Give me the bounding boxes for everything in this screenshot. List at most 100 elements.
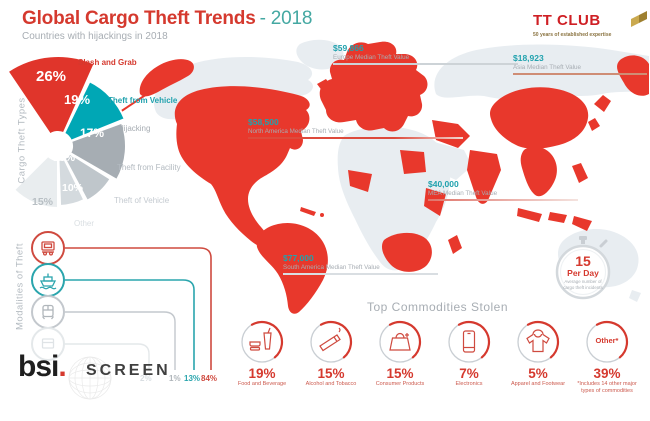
map-red-far-east: [617, 55, 649, 96]
theft-of-vehicle-pct: 10%: [62, 182, 84, 194]
ship-modality-ring: [31, 263, 65, 297]
year-label: - 2018: [259, 8, 313, 29]
slash-and-grab-pct: 26%: [36, 68, 67, 85]
rail-pct: 1%: [169, 374, 181, 383]
map-red-middle-east: [432, 120, 470, 148]
map-red-uk: [317, 79, 331, 92]
tt-club-tagline: 50 years of established expertise: [533, 32, 612, 38]
theft-from-facility-pct: 13%: [53, 152, 76, 164]
mea-leader-line: [428, 199, 578, 201]
donut-segment-theft-from-facility: [63, 152, 112, 203]
tt-club-wordmark: TT CLUB: [533, 12, 601, 29]
europe-leader-line: [333, 63, 518, 65]
commodity-alcohol-and-tobacco: 15% Alcohol and Tobacco: [298, 320, 364, 388]
commodity-consumer-products: 15% Consumer Products: [367, 320, 433, 388]
other-modality-ring: [31, 327, 65, 361]
other-circle-text: Other*: [595, 336, 619, 345]
incidents-per-day-note: Average number of cargo theft incidents: [563, 279, 603, 290]
map-red-aleutians: [119, 91, 151, 113]
tt-club-flag-icon: [631, 11, 647, 27]
donut-segment-slash-and-grab: [6, 55, 96, 136]
other-commodity-circle: [586, 320, 629, 363]
map-red-west-africa: [348, 170, 372, 192]
map-red-egypt: [400, 150, 426, 174]
incidents-per-day-value: 15: [575, 253, 591, 269]
other-theft-label: Other: [74, 219, 95, 228]
screen-wordmark: SCREEN: [86, 362, 171, 379]
map-red-south-america: [256, 222, 328, 314]
map-red-north-america: [174, 86, 310, 247]
truck-icon: [41, 241, 55, 256]
theft-types-donut: [6, 55, 127, 210]
bsi-logo: bsi.: [18, 350, 67, 383]
hoodie-icon: [517, 320, 560, 363]
tt-club-logo: TT CLUB 50 years of established expertis…: [533, 11, 647, 38]
asia-leader-line: [513, 73, 647, 75]
commodity-other: Other* 39% *Includes 14 other major type…: [574, 320, 640, 395]
rail-modality-ring: [31, 295, 65, 329]
smartphone-icon: [448, 320, 491, 363]
globe-sketch-icon: [68, 356, 112, 400]
donut-segment-theft-from-vehicle: [62, 79, 127, 143]
donut-segment-hijacking: [68, 121, 127, 182]
theft-of-vehicle-label: Theft of Vehicle: [114, 196, 170, 205]
train-icon: [41, 304, 55, 320]
other-theft-pct: 15%: [32, 196, 54, 208]
rail-modality-line: [65, 311, 176, 370]
map-red-indonesia: [517, 208, 542, 222]
truck-modality-ring: [31, 231, 65, 265]
map-land-russia: [434, 44, 649, 101]
other-modality-icon: [41, 338, 55, 349]
map-land-new-zealand: [629, 290, 641, 302]
europe-median-value: $59,866 Europe Median Theft Value: [333, 43, 518, 65]
map-red-southeast-asia: [520, 146, 557, 197]
top-commodities-heading: Top Commodities Stolen: [366, 300, 509, 314]
map-red-korea: [588, 118, 600, 131]
stopwatch-icon: [555, 236, 611, 300]
page-subtitle: Countries with hijackings in 2018: [22, 31, 168, 42]
theft-from-vehicle-pct: 19%: [64, 92, 91, 107]
ship-icon: [39, 273, 57, 290]
other-modality-line: [65, 343, 150, 370]
map-red-caribbean: [300, 207, 316, 216]
north-america-leader-line: [248, 137, 463, 139]
slash-and-grab-label: Slash and Grab: [78, 58, 137, 67]
map-red-china: [490, 87, 589, 149]
map-red-east-africa: [424, 188, 446, 216]
theft-from-vehicle-label: Theft from Vehicle: [108, 96, 178, 105]
mea-median-value: $40,000 MEA Median Theft Value: [428, 179, 578, 201]
incidents-per-day-unit: Per Day: [567, 268, 599, 278]
hijacking-label: Hijacking: [118, 124, 151, 133]
north-america-median-value: $58,500 North America Median Theft Value: [248, 117, 463, 139]
other-footnote: *Includes 14 other major types of commod…: [577, 381, 637, 395]
truck-modality-line: [65, 247, 212, 370]
map-red-hispaniola: [320, 213, 324, 217]
map-red-indonesia-2: [548, 212, 567, 223]
map-red-philippines: [572, 163, 588, 183]
south-america-median-value: $77,000 South America Median Theft Value: [283, 253, 438, 275]
modalities-of-theft-axis-label: Modalities of Theft: [14, 243, 26, 330]
hijacking-pct: 17%: [80, 126, 105, 140]
incidents-per-day-stat: 15 Per Day Average number of cargo theft…: [551, 236, 615, 302]
map-red-japan: [594, 95, 611, 112]
ship-modality-line: [65, 279, 195, 370]
map-red-madagascar: [448, 235, 462, 254]
map-land-greenland: [296, 39, 344, 70]
truck-pct: 84%: [201, 374, 218, 383]
ship-pct: 13%: [184, 374, 201, 383]
map-red-indonesia-3: [572, 216, 592, 231]
theft-from-facility-label: Theft from Facility: [117, 163, 181, 172]
food-beverage-icon: [241, 320, 284, 363]
map-red-india: [467, 150, 501, 204]
asia-median-value: $18,923 Asia Median Theft Value: [513, 53, 647, 75]
page-title: Global Cargo Theft Trends - 2018: [22, 8, 313, 29]
commodity-food-and-beverage: 19% Food and Beverage: [229, 320, 295, 388]
commodity-electronics: 7% Electronics: [436, 320, 502, 388]
commodity-apparel-and-footwear: 5% Apparel and Footwear: [505, 320, 571, 388]
cigarette-icon: [310, 320, 353, 363]
donut-segment-other: [12, 154, 59, 210]
other-modality-pct: 2%: [140, 374, 152, 383]
